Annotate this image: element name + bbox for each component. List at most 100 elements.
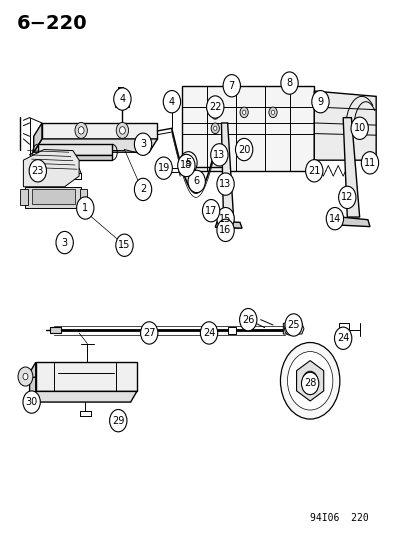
Text: 12: 12 — [340, 192, 353, 203]
Text: 15: 15 — [219, 214, 231, 224]
Polygon shape — [33, 139, 157, 152]
Polygon shape — [38, 155, 112, 160]
Polygon shape — [282, 324, 303, 334]
Circle shape — [338, 186, 355, 208]
Text: 16: 16 — [219, 225, 231, 236]
Circle shape — [287, 352, 332, 410]
Text: 17: 17 — [204, 206, 217, 216]
Text: 13: 13 — [213, 150, 225, 160]
Text: 26: 26 — [242, 314, 254, 325]
Circle shape — [202, 199, 219, 222]
Circle shape — [179, 161, 190, 176]
Circle shape — [311, 91, 328, 113]
Circle shape — [280, 343, 339, 419]
Circle shape — [200, 322, 217, 344]
Polygon shape — [338, 324, 349, 336]
Polygon shape — [33, 123, 42, 152]
Circle shape — [239, 309, 256, 331]
Text: 21: 21 — [307, 166, 320, 176]
Text: 3: 3 — [140, 139, 146, 149]
Text: 20: 20 — [237, 144, 250, 155]
Text: 24: 24 — [202, 328, 215, 338]
Circle shape — [188, 170, 205, 192]
Text: 94I06  220: 94I06 220 — [309, 513, 368, 523]
Circle shape — [242, 110, 245, 115]
Circle shape — [177, 155, 195, 176]
Polygon shape — [31, 189, 75, 204]
Text: 27: 27 — [142, 328, 155, 338]
Polygon shape — [50, 327, 60, 334]
Circle shape — [140, 322, 157, 344]
Polygon shape — [42, 123, 157, 139]
Text: 19: 19 — [157, 163, 169, 173]
Circle shape — [18, 367, 33, 386]
Circle shape — [240, 143, 248, 154]
Text: 15: 15 — [118, 240, 131, 250]
Circle shape — [302, 371, 317, 390]
Polygon shape — [221, 123, 233, 221]
Circle shape — [206, 96, 223, 118]
Text: 29: 29 — [112, 416, 124, 426]
Circle shape — [182, 165, 187, 172]
Circle shape — [78, 127, 84, 134]
Circle shape — [75, 123, 87, 139]
Polygon shape — [29, 391, 137, 402]
Circle shape — [361, 152, 378, 174]
Text: 8: 8 — [286, 78, 292, 88]
Text: 23: 23 — [31, 166, 44, 176]
Polygon shape — [227, 327, 235, 334]
Polygon shape — [38, 144, 112, 155]
Circle shape — [268, 107, 276, 118]
Polygon shape — [296, 361, 323, 401]
Circle shape — [216, 219, 234, 241]
Circle shape — [301, 372, 318, 394]
Text: 7: 7 — [228, 81, 234, 91]
Circle shape — [213, 126, 216, 131]
Polygon shape — [21, 189, 27, 205]
Text: 2: 2 — [140, 184, 146, 195]
Circle shape — [305, 160, 322, 182]
Polygon shape — [80, 189, 87, 204]
Circle shape — [210, 144, 228, 166]
Circle shape — [280, 72, 297, 94]
Circle shape — [154, 157, 172, 179]
Text: 1: 1 — [82, 203, 88, 213]
Circle shape — [116, 234, 133, 256]
Circle shape — [192, 172, 200, 182]
Text: 24: 24 — [336, 333, 349, 343]
Circle shape — [211, 123, 219, 134]
Text: 30: 30 — [26, 397, 38, 407]
Circle shape — [116, 123, 128, 139]
Polygon shape — [36, 362, 137, 391]
Polygon shape — [115, 98, 129, 107]
Text: 25: 25 — [287, 320, 299, 330]
Text: 10: 10 — [353, 123, 365, 133]
Circle shape — [163, 91, 180, 113]
Circle shape — [134, 133, 151, 156]
Text: 11: 11 — [363, 158, 375, 168]
Text: 22: 22 — [209, 102, 221, 112]
Circle shape — [334, 327, 351, 350]
Polygon shape — [215, 221, 242, 228]
Circle shape — [211, 107, 219, 118]
Text: 4: 4 — [119, 94, 125, 104]
Text: 9: 9 — [317, 96, 323, 107]
Text: 13: 13 — [219, 179, 231, 189]
Polygon shape — [204, 327, 213, 334]
Circle shape — [350, 117, 368, 140]
Text: 14: 14 — [328, 214, 340, 224]
Text: 6−220: 6−220 — [17, 14, 88, 33]
Circle shape — [56, 231, 73, 254]
Polygon shape — [313, 91, 375, 160]
Text: 18: 18 — [180, 160, 192, 171]
Circle shape — [240, 107, 248, 118]
Polygon shape — [29, 362, 36, 402]
Text: 3: 3 — [62, 238, 68, 247]
Circle shape — [211, 111, 218, 119]
Circle shape — [29, 160, 46, 182]
Circle shape — [271, 110, 274, 115]
Text: 28: 28 — [303, 378, 316, 389]
Circle shape — [119, 127, 125, 134]
Polygon shape — [338, 217, 369, 227]
Polygon shape — [342, 118, 359, 217]
